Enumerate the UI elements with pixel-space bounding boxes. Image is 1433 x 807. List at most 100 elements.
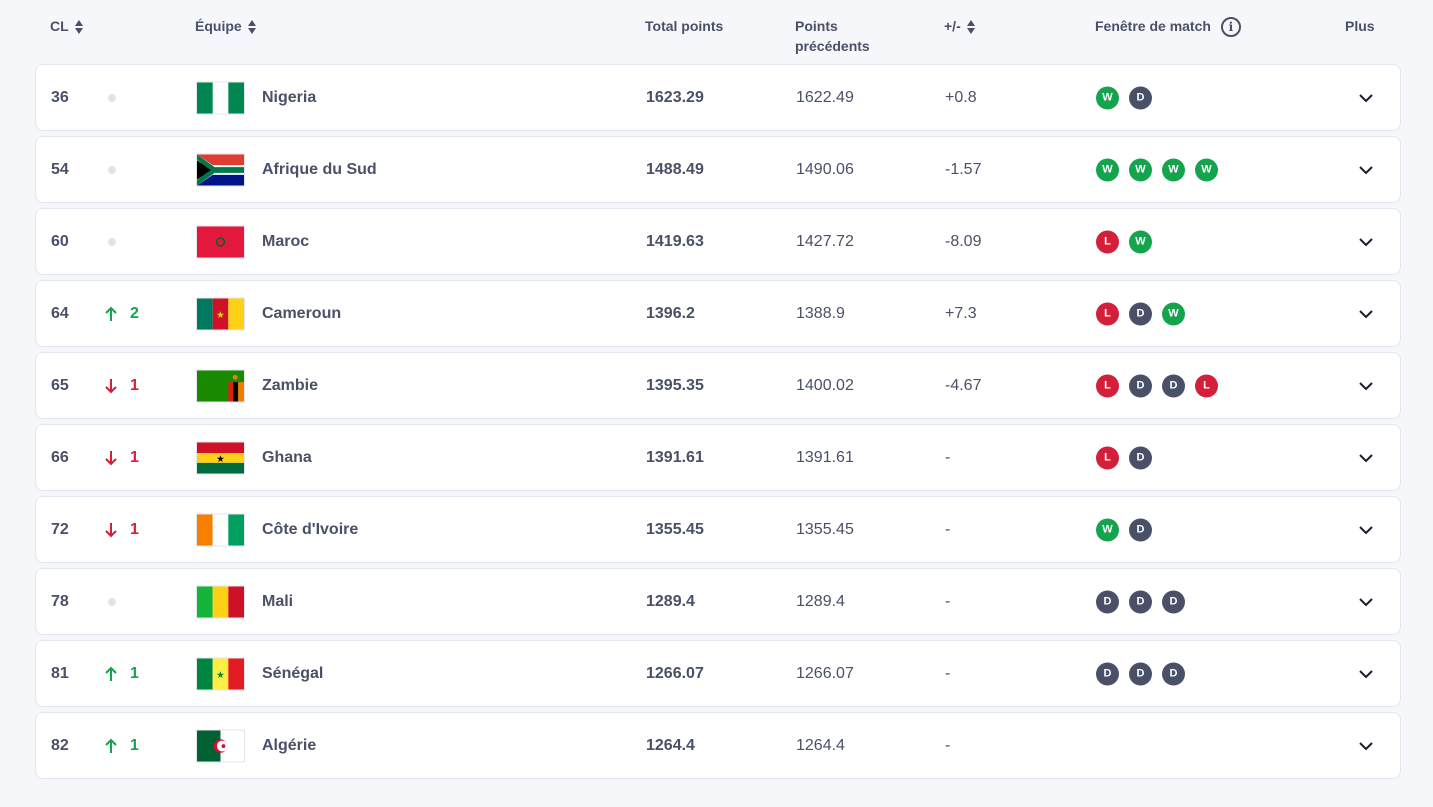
chevron-down-icon[interactable]	[1358, 306, 1374, 322]
team-name[interactable]: Algérie	[262, 736, 317, 754]
rank-movement: 1	[104, 521, 139, 539]
svg-text:★: ★	[216, 453, 225, 464]
chevron-down-icon[interactable]	[1358, 594, 1374, 610]
svg-text:★: ★	[216, 669, 225, 680]
result-badge: W	[1195, 158, 1218, 181]
chevron-down-icon[interactable]	[1358, 522, 1374, 538]
result-badge: L	[1096, 374, 1119, 397]
chevron-down-icon[interactable]	[1358, 738, 1374, 754]
previous-points: 1490.06	[796, 160, 854, 178]
flag-icon	[196, 225, 245, 258]
chevron-down-icon[interactable]	[1358, 378, 1374, 394]
header-form: Fenêtre de match i	[1095, 16, 1241, 38]
chevron-down-icon[interactable]	[1358, 90, 1374, 106]
chevron-down-icon[interactable]	[1358, 162, 1374, 178]
movement-value: 1	[130, 664, 139, 682]
team-name[interactable]: Zambie	[262, 376, 319, 394]
result-badge: L	[1195, 374, 1218, 397]
result-badge: D	[1096, 590, 1119, 613]
team-name[interactable]: Afrique du Sud	[262, 160, 377, 178]
arrow-up-icon	[105, 738, 117, 753]
previous-points: 1622.49	[796, 88, 854, 106]
team-name[interactable]: Mali	[262, 592, 294, 610]
header-form-label: Fenêtre de match	[1095, 18, 1211, 34]
flag-icon	[196, 153, 245, 186]
rank-movement: 2	[104, 305, 139, 323]
total-points: 1419.63	[646, 232, 704, 250]
table-row[interactable]: 54 Afrique du Sud 1488.49 1490.06 -1.57 …	[35, 136, 1401, 203]
header-diff-label: +/-	[944, 18, 961, 34]
flag-icon	[196, 729, 245, 762]
total-points: 1355.45	[646, 520, 704, 538]
total-points: 1488.49	[646, 160, 704, 178]
flag-icon: ★	[196, 657, 245, 690]
previous-points: 1266.07	[796, 664, 854, 682]
team-name[interactable]: Maroc	[262, 232, 310, 250]
team-name[interactable]: Cameroun	[262, 304, 342, 322]
rank-movement: 1	[104, 449, 139, 467]
points-diff: -	[945, 520, 951, 538]
previous-points: 1289.4	[796, 592, 845, 610]
total-points: 1266.07	[646, 664, 704, 682]
header-more: Plus	[1345, 18, 1375, 34]
chevron-down-icon[interactable]	[1358, 666, 1374, 682]
header-prev: Points précédents	[795, 18, 870, 54]
chevron-down-icon[interactable]	[1358, 234, 1374, 250]
header-rank[interactable]: CL	[50, 16, 84, 36]
info-icon[interactable]: i	[1220, 17, 1241, 38]
rank: 72	[51, 520, 69, 538]
team-name[interactable]: Nigeria	[262, 88, 317, 106]
flag-icon: ★	[196, 441, 245, 474]
previous-points: 1427.72	[796, 232, 854, 250]
header-diff[interactable]: +/-	[944, 16, 976, 36]
header-team[interactable]: Équipe	[195, 16, 257, 36]
result-badge: L	[1096, 230, 1119, 253]
no-change-dot	[108, 597, 116, 606]
svg-text:★: ★	[216, 309, 225, 320]
no-change-dot	[108, 93, 116, 102]
arrow-down-icon	[105, 522, 117, 537]
previous-points: 1355.45	[796, 520, 854, 538]
result-badge: W	[1162, 302, 1185, 325]
flag-icon	[196, 81, 245, 114]
rank: 54	[51, 160, 69, 178]
result-badge: D	[1129, 662, 1152, 685]
chevron-down-icon[interactable]	[1358, 450, 1374, 466]
result-badge: D	[1096, 662, 1119, 685]
movement-value: 1	[130, 376, 139, 394]
rank: 36	[51, 88, 69, 106]
points-diff: -4.67	[945, 376, 982, 394]
movement-value: 1	[130, 736, 139, 754]
table-row[interactable]: 82 1 Algérie 1264.4 1264.4 -	[35, 712, 1401, 779]
flag-icon	[196, 513, 245, 546]
rank: 65	[51, 376, 69, 394]
rank-movement: 1	[104, 665, 139, 683]
sort-icon	[247, 19, 257, 35]
points-diff: -	[945, 736, 951, 754]
result-badge: D	[1129, 374, 1152, 397]
points-diff: -	[945, 448, 951, 466]
previous-points: 1264.4	[796, 736, 845, 754]
rank: 81	[51, 664, 69, 682]
team-name[interactable]: Ghana	[262, 448, 312, 466]
result-badge: W	[1162, 158, 1185, 181]
result-badge: D	[1129, 518, 1152, 541]
total-points: 1395.35	[646, 376, 704, 394]
result-badge: W	[1096, 158, 1119, 181]
team-name[interactable]: Sénégal	[262, 664, 324, 682]
total-points: 1623.29	[646, 88, 704, 106]
team-name[interactable]: Côte d'Ivoire	[262, 520, 359, 538]
